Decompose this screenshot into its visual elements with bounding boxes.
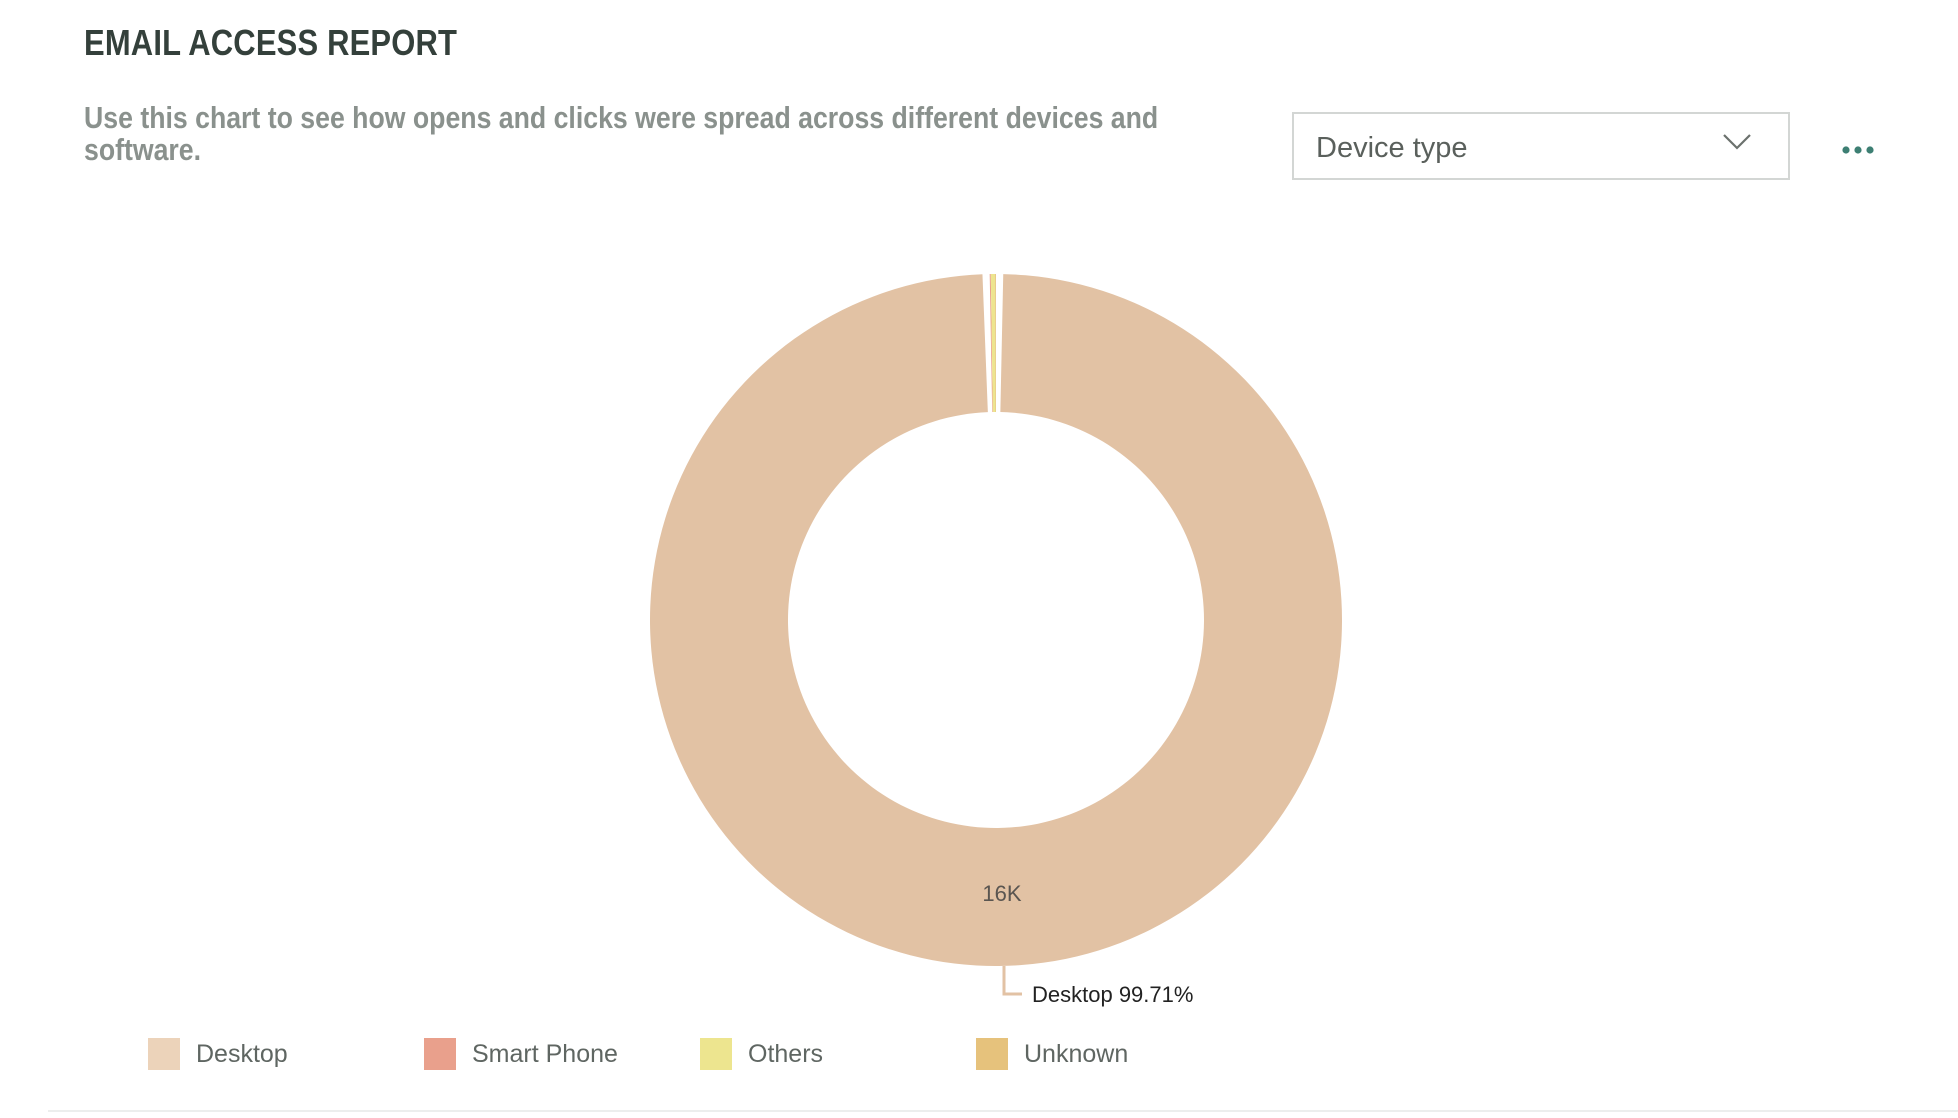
report-description: Use this chart to see how opens and clic… <box>84 100 1159 167</box>
legend-swatch <box>700 1038 732 1070</box>
legend-label: Desktop <box>196 1040 288 1068</box>
donut-slice-unknown[interactable] <box>995 274 996 413</box>
legend-swatch <box>976 1038 1008 1070</box>
donut-slice-smart-phone[interactable] <box>989 274 993 413</box>
legend-swatch <box>424 1038 456 1070</box>
report-title: EMAIL ACCESS REPORT <box>84 22 458 63</box>
legend-swatch <box>148 1038 180 1070</box>
legend-label: Unknown <box>1024 1040 1129 1068</box>
callout-leader-line <box>1002 966 1022 996</box>
more-options-icon[interactable] <box>1840 136 1876 164</box>
dropdown-selected-value: Device type <box>1316 132 1468 164</box>
legend-label: Others <box>748 1040 824 1068</box>
section-divider <box>48 1110 1958 1112</box>
device-type-dropdown[interactable]: Device type <box>1292 112 1790 180</box>
legend-label: Smart Phone <box>472 1040 618 1068</box>
chevron-down-icon <box>1723 134 1751 150</box>
donut-slice-others[interactable] <box>990 274 996 413</box>
callout-label: Desktop 99.71% <box>1032 982 1193 1007</box>
slice-value-label: 16K <box>982 881 1021 906</box>
donut-slice-desktop[interactable] <box>649 274 1342 966</box>
